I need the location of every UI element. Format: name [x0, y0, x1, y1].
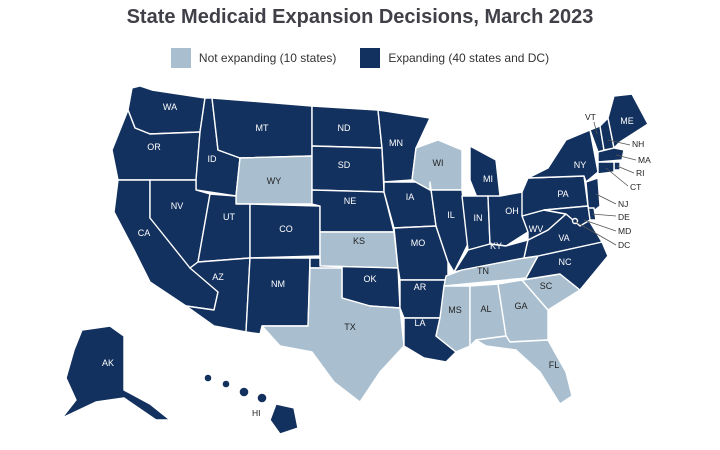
label-fl: FL: [549, 360, 560, 370]
legend-label-expanding: Expanding (40 states and DC): [388, 51, 550, 65]
label-il: IL: [447, 210, 455, 220]
label-ny: NY: [574, 160, 587, 170]
label-oh: OH: [505, 206, 519, 216]
label-ar: AR: [414, 282, 427, 292]
label-ky: KY: [490, 241, 502, 251]
label-ok: OK: [363, 274, 376, 284]
label-wa: WA: [163, 102, 177, 112]
label-nd: ND: [338, 123, 351, 133]
label-nv: NV: [171, 201, 184, 211]
legend: Not expanding (10 states) Expanding (40 …: [0, 48, 720, 68]
label-va: VA: [558, 233, 569, 243]
label-mt: MT: [256, 123, 269, 133]
label-ut: UT: [223, 212, 235, 222]
label-pa: PA: [557, 189, 568, 199]
state-ma[interactable]: [597, 147, 625, 163]
label-tn: TN: [477, 266, 489, 276]
label-ks: KS: [353, 236, 365, 246]
label-hi: HI: [252, 408, 261, 418]
label-in: IN: [474, 213, 483, 223]
legend-swatch-not-expanding: [170, 48, 191, 68]
label-md: MD: [618, 226, 631, 236]
legend-swatch-expanding: [360, 48, 381, 68]
label-ne: NE: [344, 196, 357, 206]
leader-lines: [575, 121, 637, 246]
label-dc: DC: [618, 240, 630, 250]
state-ny[interactable]: [527, 129, 599, 183]
label-nj: NJ: [618, 199, 628, 209]
legend-expanding: Expanding (40 states and DC): [360, 48, 549, 68]
label-sc: SC: [540, 281, 553, 291]
label-tx: TX: [344, 322, 356, 332]
label-ak: AK: [102, 358, 114, 368]
label-ms: MS: [448, 305, 462, 315]
label-wv: WV: [529, 224, 544, 234]
label-nh: NH: [632, 139, 644, 149]
label-co: CO: [279, 224, 293, 234]
label-ga: GA: [514, 301, 527, 311]
label-wi: WI: [433, 158, 444, 168]
label-wy: WY: [267, 176, 282, 186]
label-mn: MN: [389, 138, 403, 148]
state-hi[interactable]: [203, 373, 299, 435]
label-al: AL: [480, 304, 491, 314]
label-ia: IA: [406, 192, 415, 202]
state-mi[interactable]: [469, 145, 501, 201]
label-az: AZ: [212, 272, 224, 282]
label-la: LA: [414, 318, 425, 328]
state-nm[interactable]: [245, 257, 311, 335]
label-ca: CA: [138, 228, 151, 238]
label-de: DE: [618, 212, 630, 222]
label-me: ME: [620, 116, 634, 126]
legend-not-expanding: Not expanding (10 states): [170, 48, 337, 68]
label-nc: NC: [559, 257, 572, 267]
map-title: State Medicaid Expansion Decisions, Marc…: [126, 6, 594, 28]
label-mi: MI: [483, 174, 493, 184]
label-ri: RI: [636, 168, 645, 178]
label-id: ID: [208, 154, 218, 164]
label-mo: MO: [411, 238, 426, 248]
label-vt: VT: [585, 112, 596, 122]
state-tx[interactable]: [261, 267, 405, 403]
state-md[interactable]: [543, 205, 591, 227]
state-ak[interactable]: [61, 325, 171, 421]
label-ma: MA: [638, 155, 651, 165]
label-ct: CT: [630, 182, 641, 192]
state-fl[interactable]: [475, 335, 573, 405]
label-or: OR: [147, 142, 161, 152]
state-labels: WA OR CA ID NV MT WY UT AZ CO NM ND SD N…: [102, 102, 651, 418]
legend-label-not-expanding: Not expanding (10 states): [198, 51, 337, 65]
label-nm: NM: [271, 279, 285, 289]
label-sd: SD: [338, 160, 351, 170]
